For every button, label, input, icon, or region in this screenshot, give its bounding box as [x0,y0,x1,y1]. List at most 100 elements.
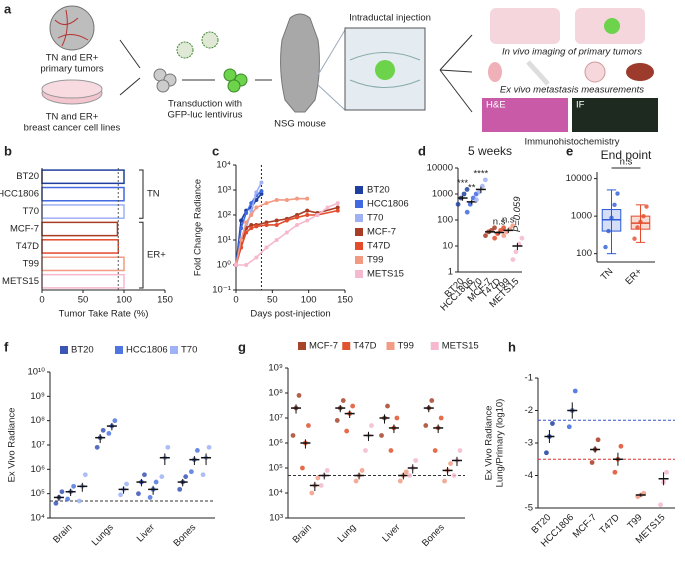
point [124,481,129,487]
point [615,191,620,196]
legend-label: T70 [367,213,383,224]
legend-label: METS15 [442,341,479,352]
y-axis-label: Fold Change Radiance [193,179,204,276]
annotation: ** [468,183,476,194]
caption: Transduction with [168,99,242,110]
caption: TN and ER+ [46,53,99,64]
panel-label: h [508,339,516,354]
y-tick-label: 10⁴ [30,513,45,524]
y-axis-label: Ex Vivo Radiance [7,408,18,483]
point [264,245,269,250]
point [344,428,350,434]
point [53,500,59,506]
point [71,483,77,489]
point [153,479,159,485]
point [664,469,669,475]
point [501,233,507,239]
point [254,224,259,229]
point [635,225,640,230]
tumor-icon [604,18,620,34]
point [136,491,141,497]
point [394,415,400,421]
point [309,490,315,496]
legend-swatch [355,200,363,208]
image-label: IF [576,100,585,111]
bar [41,221,119,237]
y-tick-label: 10⁰ [217,260,232,271]
x-tick-label: 0 [39,295,44,306]
arrow [119,39,141,96]
bone-icon [526,60,550,86]
x-tick-label: 0 [233,295,238,306]
organ-icon [488,62,502,82]
point [379,433,384,438]
y-tick-label: 10 [442,241,453,252]
tumor-icon [49,5,95,51]
point [641,213,646,219]
point [300,465,305,471]
organ-icon [584,61,606,83]
y-tick-label: -5 [525,503,533,514]
y-tick-label: HCC1806 [0,189,39,200]
x-tick-label: 100 [301,295,317,306]
panel-label: d [418,143,426,158]
point [165,444,171,450]
caption: Immunohistochemistry [524,137,619,148]
x-tick-label: Liver [380,522,402,544]
y-tick-label: -1 [525,373,533,384]
legend-label: T47D [367,241,390,252]
panel-label: a [4,1,12,16]
legend-label: T99 [367,255,383,266]
point [159,474,165,480]
panel-a: a TN and ER+ primary tumors TN and ER+ b… [4,1,658,148]
point [305,208,310,213]
point [464,187,470,192]
point [492,225,497,231]
legend-label: T47D [353,341,376,352]
point [461,191,467,197]
virus [176,41,194,59]
y-tick-label: 10⁴ [216,160,231,171]
point [550,421,555,426]
point [325,205,330,210]
group-label: TN [147,189,160,200]
bar [41,169,125,185]
point [274,197,279,202]
cell [227,79,241,93]
point [442,478,447,484]
point [603,244,608,250]
point [305,196,310,201]
point [632,236,637,241]
y-tick-label: 10⁶ [269,438,284,449]
bar [41,256,125,272]
point [254,190,259,195]
y-tick-label: 10⁻¹ [212,285,231,296]
panel-label: c [212,143,219,158]
point [612,202,617,208]
x-axis-label: Tumor Take Rate (%) [59,309,149,320]
y-tick-label: 10⁷ [269,413,284,424]
point [644,204,649,209]
chart-title: End point [601,148,652,162]
point [618,443,624,449]
panel-label: f [4,339,9,354]
point [82,472,88,478]
legend-swatch [298,342,306,350]
point [501,225,507,231]
point [510,257,516,262]
y-tick-label: 10⁸ [30,415,45,426]
bar [41,273,125,289]
legend-swatch [355,256,363,264]
y-tick-label: 10000 [427,163,453,174]
x-tick-label: 50 [78,295,89,306]
point [589,460,595,465]
x-tick-label: TN [599,266,616,283]
point [296,393,302,398]
point [76,498,82,504]
point [413,458,419,463]
if-image [572,98,658,132]
x-tick-label: Bones [171,522,198,549]
point [118,492,123,498]
point [65,496,71,502]
point [284,218,289,223]
